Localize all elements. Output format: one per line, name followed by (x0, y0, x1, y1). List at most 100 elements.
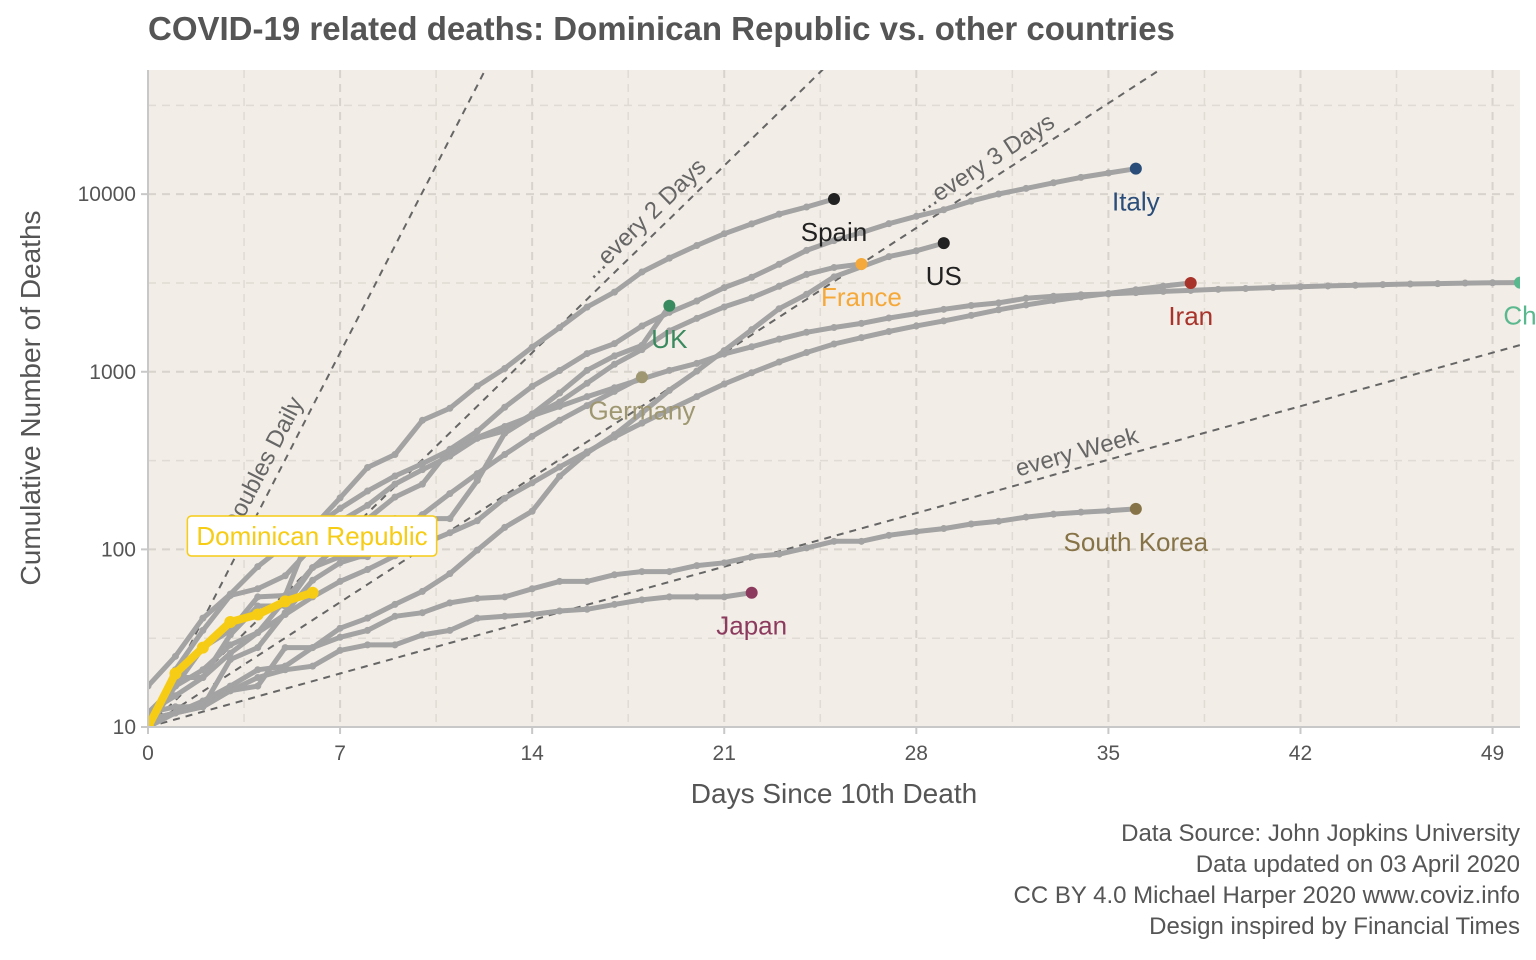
series-point (857, 334, 865, 342)
series-label: Italy (1112, 187, 1160, 217)
series-point (309, 662, 317, 670)
series-label: Spain (801, 217, 868, 247)
series-point (748, 273, 756, 281)
x-tick-label: 0 (142, 742, 154, 765)
highlight-point (224, 616, 237, 629)
series-point (1022, 301, 1030, 309)
series-point (885, 220, 893, 228)
series-point (501, 365, 509, 373)
series-point (1296, 283, 1304, 291)
series-point (775, 550, 783, 558)
series-line (148, 196, 837, 727)
series-point (473, 546, 481, 554)
series-point (995, 517, 1003, 525)
series-point (501, 593, 509, 601)
series-point (803, 203, 811, 211)
series-point (1269, 284, 1277, 292)
series-point (446, 529, 454, 537)
x-tick-label: 7 (334, 742, 346, 765)
series-point (309, 576, 317, 584)
series-point (364, 614, 372, 622)
series-point (171, 703, 179, 711)
series-point (309, 564, 317, 572)
series-point (446, 490, 454, 498)
series-point (720, 350, 728, 358)
series-point (720, 380, 728, 388)
series-point (583, 402, 591, 410)
series-point (638, 596, 646, 604)
series-point (940, 317, 948, 325)
series-point (1242, 285, 1250, 293)
series-endpoint (1514, 276, 1520, 289)
series-point (254, 682, 262, 690)
series-point (830, 264, 838, 272)
series-point (967, 311, 975, 319)
chart-title: COVID-19 related deaths: Dominican Repub… (148, 10, 1175, 47)
series-point (254, 585, 262, 593)
series-point (391, 600, 399, 608)
series-point (418, 466, 426, 474)
series-point (775, 260, 783, 268)
series-point (583, 350, 591, 358)
series-point (857, 319, 865, 327)
series-point (254, 563, 262, 571)
series-point (748, 220, 756, 228)
series-point (665, 568, 673, 576)
series-point (967, 197, 975, 205)
series-point (364, 641, 372, 649)
series-point (583, 366, 591, 374)
series-endpoint (663, 299, 676, 312)
series-labels: Italy Spain France US UK Germany Iran Ch South K… (186, 187, 1536, 641)
series-point (1104, 290, 1112, 298)
series-point (226, 641, 234, 649)
series-point (171, 652, 179, 660)
highlight-label-box (186, 515, 438, 557)
series-point (885, 328, 893, 336)
series-point (226, 687, 234, 695)
series-point (473, 434, 481, 442)
series-point (748, 369, 756, 377)
series-point (693, 367, 701, 375)
series-point (940, 206, 948, 214)
series-point (857, 537, 865, 545)
series-point (610, 600, 618, 608)
series-point (912, 528, 920, 536)
series-point (391, 480, 399, 488)
series-label: UK (651, 324, 688, 354)
series-point (446, 452, 454, 460)
series-point (912, 212, 920, 220)
x-tick-label: 28 (905, 742, 928, 765)
series-point (199, 673, 207, 681)
highlight-point (148, 721, 154, 727)
series-point (583, 448, 591, 456)
x-tick-label: 49 (1481, 742, 1504, 765)
series-point (446, 404, 454, 412)
series-point (857, 229, 865, 237)
series-point (1022, 294, 1030, 302)
series-point (446, 515, 454, 523)
highlight-point (251, 608, 264, 621)
series-point (391, 451, 399, 459)
series-point (226, 649, 234, 657)
series-point (556, 463, 564, 471)
series-point (610, 352, 618, 360)
series-point (610, 360, 618, 368)
series-point (391, 641, 399, 649)
series-label: Japan (716, 611, 787, 641)
series-point (281, 644, 289, 652)
series-point (528, 343, 536, 351)
series-point (254, 629, 262, 637)
series-point (199, 703, 207, 711)
series-label: US (926, 261, 962, 291)
y-tick-label: 10 (113, 716, 136, 739)
series-point (1022, 184, 1030, 192)
series-point (665, 386, 673, 394)
series-point (336, 646, 344, 654)
series-point (336, 494, 344, 502)
series-point (1132, 289, 1140, 297)
series-point (775, 210, 783, 218)
series-point (693, 242, 701, 250)
caption-line: Data Source: John Jopkins University (1121, 820, 1520, 847)
series-point (610, 571, 618, 579)
series-point (775, 335, 783, 343)
